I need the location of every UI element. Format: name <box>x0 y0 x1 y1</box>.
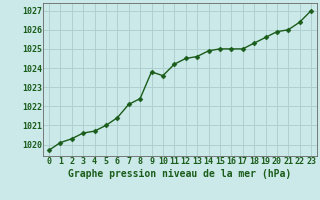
X-axis label: Graphe pression niveau de la mer (hPa): Graphe pression niveau de la mer (hPa) <box>68 169 292 179</box>
